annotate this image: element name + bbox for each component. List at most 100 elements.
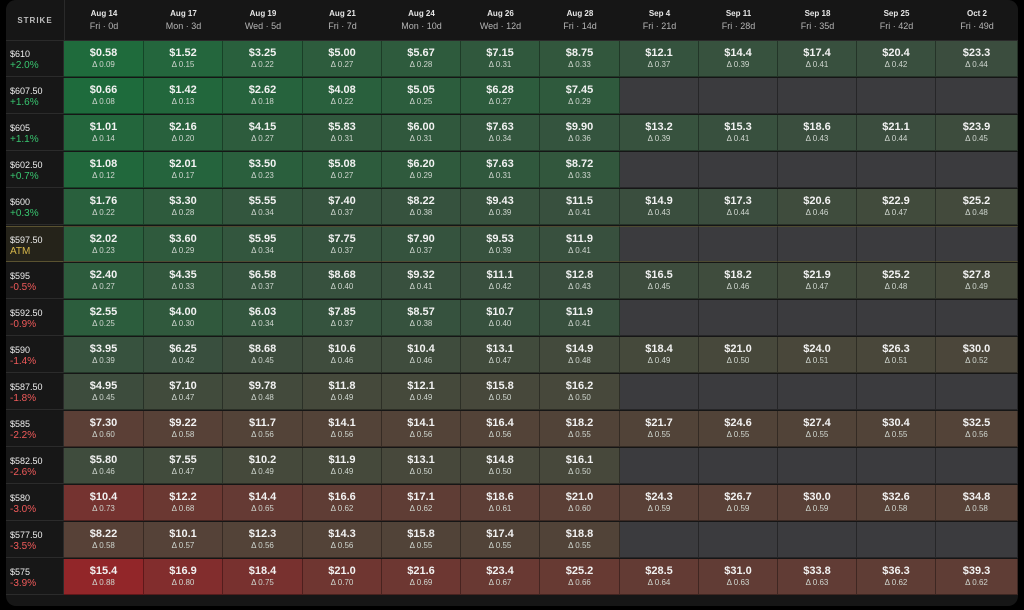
option-cell[interactable]: $5.80 Δ 0.46 <box>64 448 144 484</box>
strike-cell[interactable]: $592.50 -0.9% <box>6 300 64 336</box>
option-cell[interactable]: $28.5 Δ 0.64 <box>620 559 699 595</box>
option-cell[interactable]: $9.43 Δ 0.39 <box>461 189 540 225</box>
option-cell[interactable]: $8.22 Δ 0.38 <box>382 189 461 225</box>
option-cell[interactable]: $1.01 Δ 0.14 <box>64 115 144 151</box>
option-cell[interactable]: $11.9 Δ 0.41 <box>540 300 620 336</box>
strike-column-header[interactable]: STRIKE <box>6 0 65 40</box>
option-cell[interactable]: $25.2 Δ 0.66 <box>540 559 620 595</box>
option-cell[interactable]: $18.8 Δ 0.55 <box>540 522 620 558</box>
option-cell[interactable]: $6.58 Δ 0.37 <box>223 263 303 299</box>
option-cell[interactable]: $27.4 Δ 0.55 <box>778 411 857 447</box>
expiration-header[interactable]: Aug 24 Mon · 10d <box>382 0 461 40</box>
expiration-header[interactable]: Sep 25 Fri · 42d <box>857 0 936 40</box>
option-cell[interactable]: $21.7 Δ 0.55 <box>620 411 699 447</box>
option-cell[interactable]: $3.30 Δ 0.28 <box>144 189 223 225</box>
option-cell[interactable]: $30.0 Δ 0.52 <box>936 337 1018 373</box>
option-cell[interactable]: $5.08 Δ 0.27 <box>303 152 382 188</box>
option-cell[interactable]: $6.03 Δ 0.34 <box>223 300 303 336</box>
option-cell[interactable]: $23.9 Δ 0.45 <box>936 115 1018 151</box>
expiration-header[interactable]: Aug 21 Fri · 7d <box>303 0 382 40</box>
option-cell[interactable]: $12.2 Δ 0.68 <box>144 485 223 521</box>
option-cell[interactable]: $27.8 Δ 0.49 <box>936 263 1018 299</box>
option-cell[interactable]: $8.68 Δ 0.40 <box>303 263 382 299</box>
option-cell[interactable]: $14.9 Δ 0.48 <box>540 337 620 373</box>
option-cell[interactable]: $7.10 Δ 0.47 <box>144 374 223 410</box>
option-cell[interactable]: $1.76 Δ 0.22 <box>64 189 144 225</box>
option-cell[interactable]: $7.85 Δ 0.37 <box>303 300 382 336</box>
option-cell[interactable]: $2.02 Δ 0.23 <box>64 226 144 262</box>
option-cell[interactable]: $2.01 Δ 0.17 <box>144 152 223 188</box>
option-cell[interactable]: $15.3 Δ 0.41 <box>699 115 778 151</box>
option-cell[interactable]: $6.00 Δ 0.31 <box>382 115 461 151</box>
option-cell[interactable]: $5.00 Δ 0.27 <box>303 41 382 77</box>
option-cell[interactable]: $2.55 Δ 0.25 <box>64 300 144 336</box>
option-cell[interactable]: $13.2 Δ 0.39 <box>620 115 699 151</box>
option-cell[interactable]: $33.8 Δ 0.63 <box>778 559 857 595</box>
option-cell[interactable]: $5.67 Δ 0.28 <box>382 41 461 77</box>
option-cell[interactable]: $24.0 Δ 0.51 <box>778 337 857 373</box>
option-cell[interactable]: $21.1 Δ 0.44 <box>857 115 936 151</box>
option-cell[interactable]: $7.90 Δ 0.37 <box>382 226 461 262</box>
strike-cell[interactable]: $605 +1.1% <box>6 115 64 151</box>
option-cell[interactable]: $14.3 Δ 0.56 <box>303 522 382 558</box>
option-cell[interactable]: $17.1 Δ 0.62 <box>382 485 461 521</box>
option-cell[interactable]: $26.3 Δ 0.51 <box>857 337 936 373</box>
option-cell[interactable]: $31.0 Δ 0.63 <box>699 559 778 595</box>
option-cell[interactable]: $14.1 Δ 0.56 <box>303 411 382 447</box>
option-cell[interactable]: $9.22 Δ 0.58 <box>144 411 223 447</box>
option-cell[interactable]: $17.4 Δ 0.55 <box>461 522 540 558</box>
option-cell[interactable]: $7.15 Δ 0.31 <box>461 41 540 77</box>
option-cell[interactable]: $21.0 Δ 0.60 <box>540 485 620 521</box>
option-cell[interactable]: $3.25 Δ 0.22 <box>223 41 303 77</box>
option-cell[interactable]: $0.58 Δ 0.09 <box>64 41 144 77</box>
option-cell[interactable]: $3.95 Δ 0.39 <box>64 337 144 373</box>
strike-cell[interactable]: $580 -3.0% <box>6 485 64 521</box>
option-cell[interactable]: $8.22 Δ 0.58 <box>64 522 144 558</box>
option-cell[interactable]: $12.8 Δ 0.43 <box>540 263 620 299</box>
expiration-header[interactable]: Aug 28 Fri · 14d <box>540 0 620 40</box>
option-cell[interactable]: $10.4 Δ 0.46 <box>382 337 461 373</box>
option-cell[interactable]: $18.2 Δ 0.55 <box>540 411 620 447</box>
expiration-header[interactable]: Aug 14 Fri · 0d <box>64 0 144 40</box>
option-cell[interactable]: $11.9 Δ 0.49 <box>303 448 382 484</box>
option-cell[interactable]: $4.15 Δ 0.27 <box>223 115 303 151</box>
option-cell[interactable]: $34.8 Δ 0.58 <box>936 485 1018 521</box>
option-cell[interactable]: $13.1 Δ 0.50 <box>382 448 461 484</box>
option-cell[interactable]: $21.0 Δ 0.70 <box>303 559 382 595</box>
option-cell[interactable]: $11.7 Δ 0.56 <box>223 411 303 447</box>
option-cell[interactable]: $1.42 Δ 0.13 <box>144 78 223 114</box>
option-cell[interactable]: $16.9 Δ 0.80 <box>144 559 223 595</box>
strike-cell[interactable]: $610 +2.0% <box>6 41 64 77</box>
expiration-header[interactable]: Sep 18 Fri · 35d <box>778 0 857 40</box>
strike-cell[interactable]: $575 -3.9% <box>6 559 64 595</box>
option-cell[interactable]: $13.1 Δ 0.47 <box>461 337 540 373</box>
option-cell[interactable]: $17.3 Δ 0.44 <box>699 189 778 225</box>
option-cell[interactable]: $23.3 Δ 0.44 <box>936 41 1018 77</box>
option-cell[interactable]: $11.8 Δ 0.49 <box>303 374 382 410</box>
option-cell[interactable]: $6.20 Δ 0.29 <box>382 152 461 188</box>
option-cell[interactable]: $17.4 Δ 0.41 <box>778 41 857 77</box>
option-cell[interactable]: $18.4 Δ 0.75 <box>223 559 303 595</box>
strike-cell[interactable]: $602.50 +0.7% <box>6 152 64 188</box>
option-cell[interactable]: $30.0 Δ 0.59 <box>778 485 857 521</box>
option-cell[interactable]: $7.45 Δ 0.29 <box>540 78 620 114</box>
strike-cell[interactable]: $595 -0.5% <box>6 263 64 299</box>
option-cell[interactable]: $7.40 Δ 0.37 <box>303 189 382 225</box>
option-cell[interactable]: $5.95 Δ 0.34 <box>223 226 303 262</box>
option-cell[interactable]: $16.2 Δ 0.50 <box>540 374 620 410</box>
strike-cell[interactable]: $607.50 +1.6% <box>6 78 64 114</box>
option-cell[interactable]: $25.2 Δ 0.48 <box>936 189 1018 225</box>
option-cell[interactable]: $9.32 Δ 0.41 <box>382 263 461 299</box>
expiration-header[interactable]: Aug 17 Mon · 3d <box>144 0 223 40</box>
option-cell[interactable]: $14.4 Δ 0.39 <box>699 41 778 77</box>
option-cell[interactable]: $12.1 Δ 0.49 <box>382 374 461 410</box>
option-cell[interactable]: $39.3 Δ 0.62 <box>936 559 1018 595</box>
option-cell[interactable]: $6.25 Δ 0.42 <box>144 337 223 373</box>
strike-cell[interactable]: $587.50 -1.8% <box>6 374 64 410</box>
option-cell[interactable]: $12.3 Δ 0.56 <box>223 522 303 558</box>
option-cell[interactable]: $8.57 Δ 0.38 <box>382 300 461 336</box>
option-cell[interactable]: $1.08 Δ 0.12 <box>64 152 144 188</box>
expiration-header[interactable]: Oct 2 Fri · 49d <box>936 0 1018 40</box>
option-cell[interactable]: $18.2 Δ 0.46 <box>699 263 778 299</box>
option-cell[interactable]: $2.62 Δ 0.18 <box>223 78 303 114</box>
